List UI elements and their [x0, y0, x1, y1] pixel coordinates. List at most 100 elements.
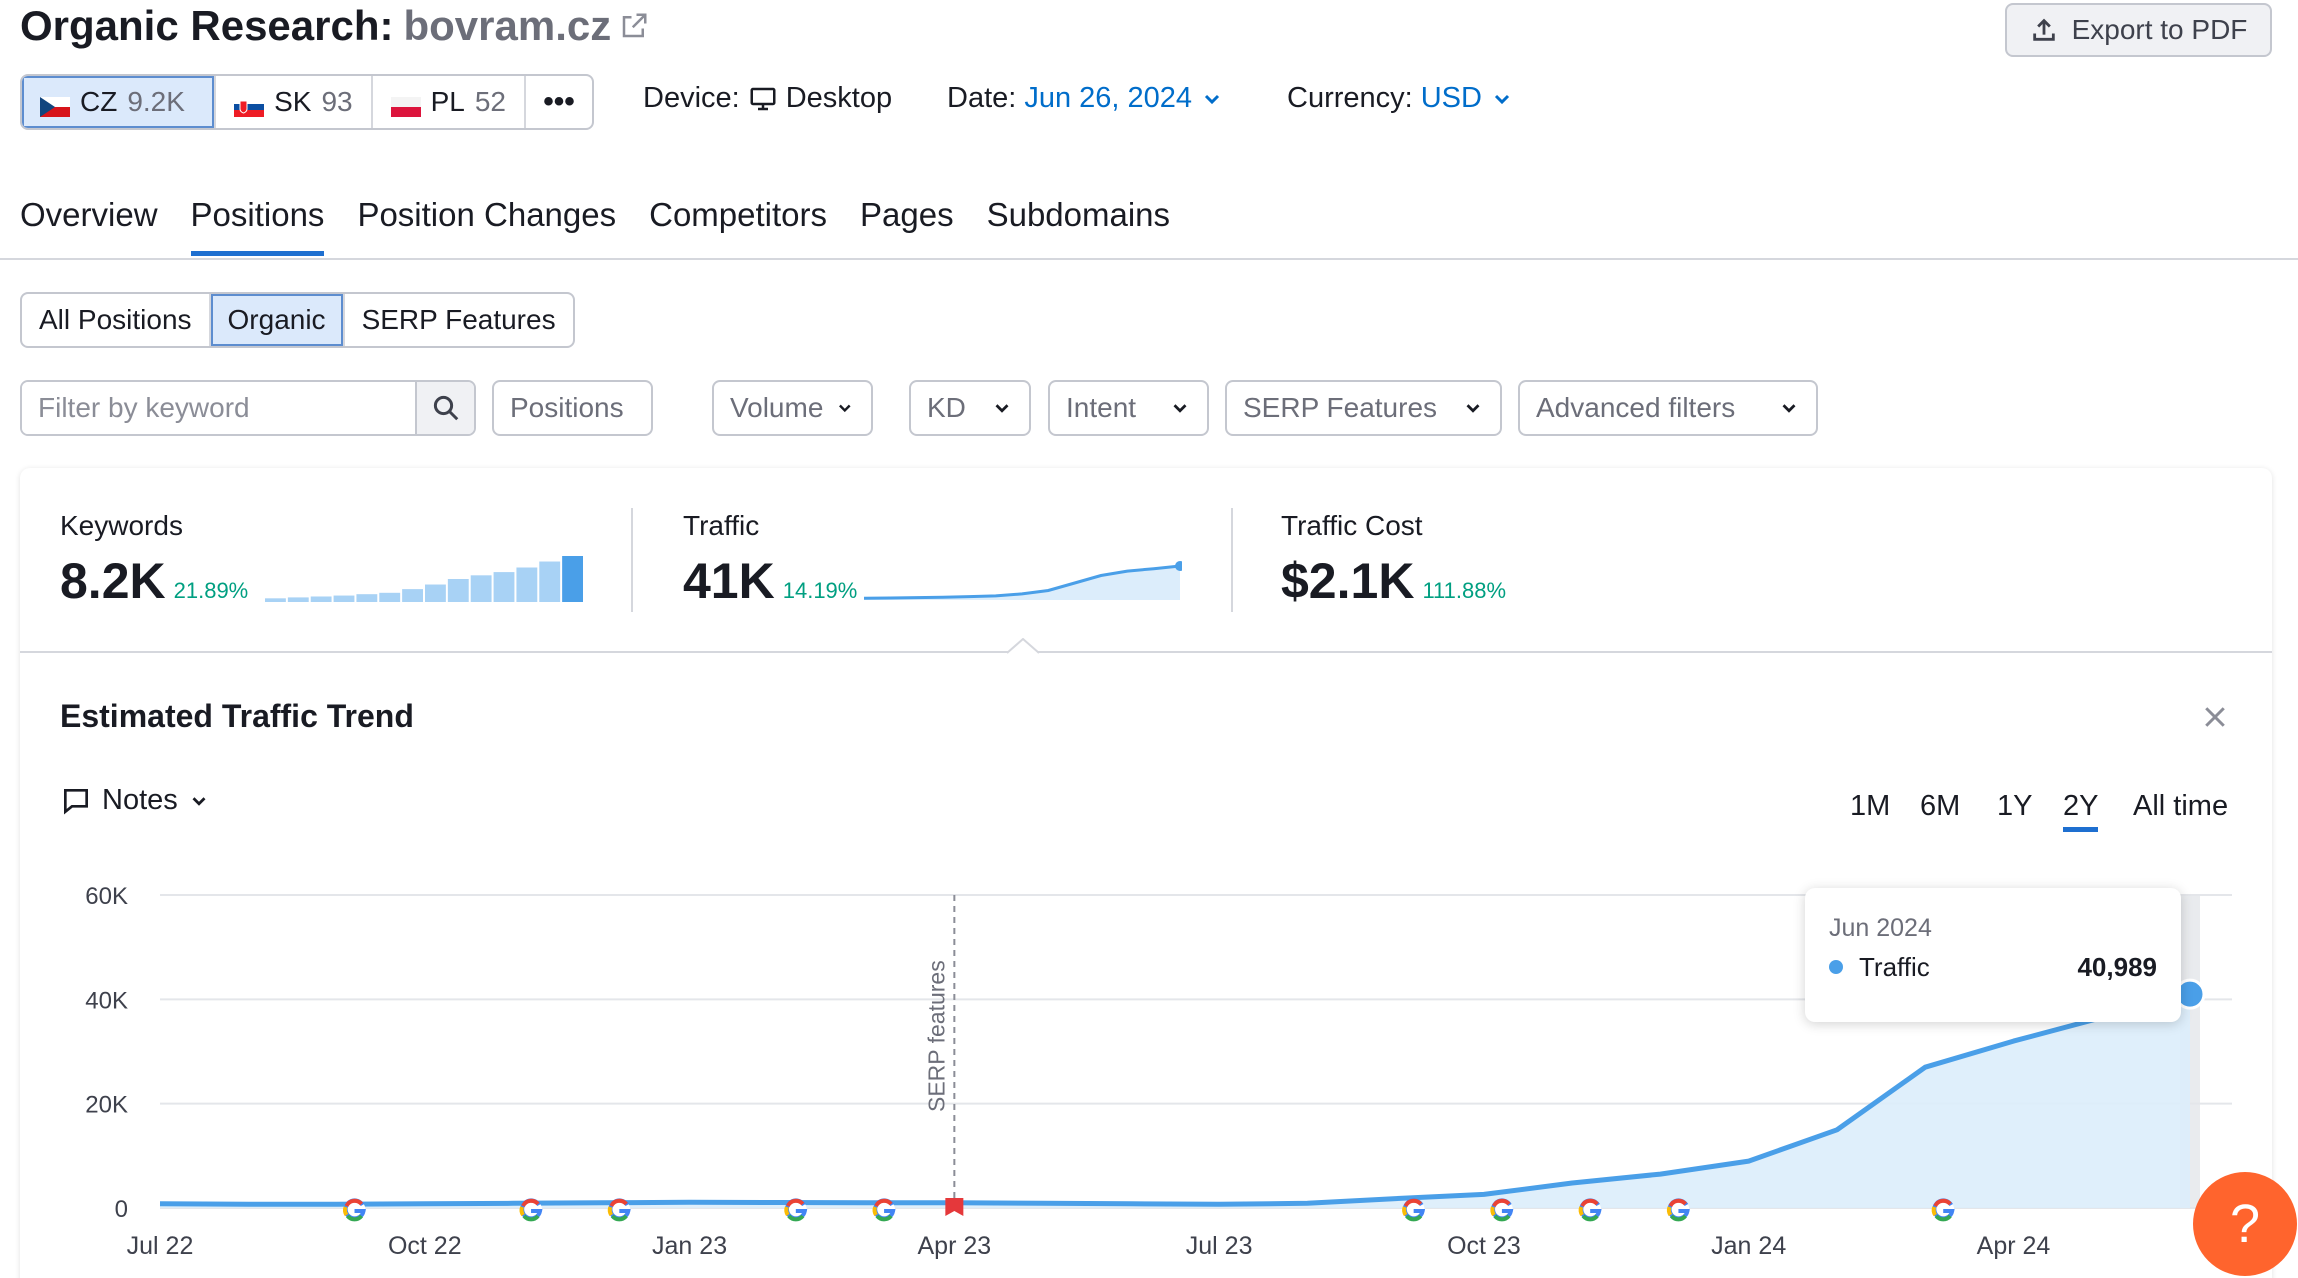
comment-icon	[64, 788, 88, 814]
subtab-serp-features[interactable]: SERP Features	[361, 304, 556, 335]
sparkline-bar	[447, 579, 469, 602]
intent-filter-dropdown[interactable]: Intent	[1048, 380, 1209, 436]
keywords-sparkline	[265, 556, 583, 602]
chevron-down-icon	[839, 404, 851, 413]
serp-features-filter-dropdown[interactable]: SERP Features	[1225, 380, 1502, 436]
x-tick-label: Jul 22	[127, 1232, 194, 1260]
search-button[interactable]	[415, 382, 474, 434]
sparkline-bar	[379, 592, 401, 602]
db-code: SK	[274, 86, 312, 117]
keywords-value: 8.2K	[60, 553, 166, 609]
main-tabs: Overview Positions Position Changes Comp…	[20, 196, 1170, 256]
chevron-down-icon	[1782, 404, 1796, 413]
close-icon[interactable]	[2200, 702, 2230, 732]
desktop-icon	[750, 87, 776, 110]
tooltip-series-dot	[1829, 960, 1843, 974]
range-2y[interactable]: 2Y	[2063, 790, 2099, 832]
tab-overview[interactable]: Overview	[20, 196, 158, 233]
google-update-icon	[343, 1198, 366, 1222]
subtab-all-positions[interactable]: All Positions	[22, 294, 211, 346]
range-all-time[interactable]: All time	[2133, 790, 2229, 822]
device-selector[interactable]: Device: Desktop	[643, 82, 892, 115]
tab-position-changes[interactable]: Position Changes	[357, 196, 617, 233]
advanced-filters-dropdown[interactable]: Advanced filters	[1518, 380, 1818, 436]
tab-competitors[interactable]: Competitors	[649, 196, 827, 233]
subtab-organic[interactable]: Organic	[210, 294, 345, 346]
traffic-cost-metric[interactable]: $2.1K 111.88%	[1281, 552, 1506, 610]
metric-divider	[631, 508, 633, 612]
date-value: Jun 26, 2024	[1024, 82, 1193, 114]
traffic-cost-metric-label: Traffic Cost	[1281, 510, 1423, 541]
keyword-filter-input[interactable]	[22, 382, 415, 434]
range-6m[interactable]: 6M	[1920, 790, 1961, 822]
tooltip-value: 40,989	[2077, 952, 2157, 982]
more-databases-button[interactable]: •••	[543, 85, 575, 118]
slovak-flag-icon	[234, 92, 265, 117]
sparkline-bar	[333, 595, 355, 602]
czech-flag-icon	[40, 92, 70, 117]
traffic-metric-label: Traffic	[683, 510, 760, 541]
polish-flag-icon	[390, 92, 421, 117]
dropdown-label: Intent	[1066, 392, 1137, 423]
dropdown-label: Positions	[510, 392, 624, 423]
notes-label: Notes	[102, 784, 178, 816]
db-count: 52	[474, 86, 506, 117]
x-tick-label: Oct 22	[388, 1232, 462, 1260]
google-update-icon	[1931, 1198, 1955, 1222]
sparkline-bar	[356, 594, 378, 602]
google-update-icon	[1402, 1198, 1426, 1222]
search-icon	[433, 395, 458, 421]
db-tab-pl[interactable]: PL 52	[373, 76, 526, 128]
dropdown-label: Volume	[730, 392, 824, 423]
dropdown-label: KD	[927, 392, 966, 423]
google-update-icon	[1578, 1198, 1602, 1222]
sparkline-bar	[287, 597, 309, 602]
db-tab-sk[interactable]: SK 93	[216, 76, 373, 128]
keywords-metric-label: Keywords	[60, 510, 183, 541]
range-1y[interactable]: 1Y	[1997, 790, 2033, 822]
range-1m[interactable]: 1M	[1850, 790, 1891, 822]
traffic-series-line	[159, 991, 2191, 1207]
google-update-icon	[1490, 1198, 1514, 1222]
volume-filter-dropdown[interactable]: Volume	[712, 380, 873, 436]
metric-divider	[1231, 508, 1233, 612]
sparkline-bar	[562, 556, 583, 602]
help-button[interactable]: ?	[2193, 1172, 2297, 1276]
card-divider	[20, 651, 2272, 653]
x-tick-label: Jul 23	[1186, 1232, 1253, 1260]
currency-selector[interactable]: Currency: USD	[1287, 82, 1514, 115]
sparkline-bar	[265, 598, 286, 602]
kd-filter-dropdown[interactable]: KD	[909, 380, 1031, 436]
external-link-icon[interactable]	[619, 11, 649, 41]
tabs-divider	[0, 258, 2298, 260]
google-update-icon	[872, 1198, 896, 1222]
tab-subdomains[interactable]: Subdomains	[986, 196, 1171, 233]
sparkline-line	[863, 564, 1181, 600]
export-pdf-button[interactable]: Export to PDF	[2005, 3, 2272, 57]
db-count: 93	[321, 86, 353, 117]
chevron-down-icon	[995, 404, 1009, 413]
traffic-change: 14.19%	[782, 578, 858, 603]
tab-positions[interactable]: Positions	[190, 196, 325, 256]
active-metric-pointer-icon	[1006, 638, 1040, 654]
tooltip-series-name: Traffic	[1859, 952, 1930, 982]
db-tab-cz[interactable]: CZ 9.2K	[22, 76, 217, 128]
database-selector: CZ 9.2K SK 93 PL 52 •••	[20, 74, 594, 130]
google-update-icon	[519, 1198, 543, 1222]
google-update-icon	[607, 1198, 631, 1222]
x-tick-label: Apr 23	[918, 1232, 992, 1260]
notes-dropdown[interactable]: Notes	[60, 784, 210, 817]
domain-link[interactable]: bovram.cz	[403, 2, 612, 49]
db-code: PL	[430, 86, 465, 117]
date-selector[interactable]: Date: Jun 26, 2024	[947, 82, 1224, 115]
traffic-metric[interactable]: 41K 14.19%	[683, 552, 857, 610]
keywords-metric[interactable]: 8.2K 21.89%	[60, 552, 248, 610]
positions-filter-dropdown[interactable]: Positions	[492, 380, 653, 436]
page-title-text: Organic Research:	[20, 2, 394, 49]
tab-pages[interactable]: Pages	[860, 196, 954, 233]
chevron-down-icon	[192, 796, 206, 806]
y-tick-label: 0	[115, 1196, 128, 1223]
chevron-down-icon	[1466, 404, 1480, 413]
sparkline-area	[864, 566, 1180, 600]
annotation-flag-icon	[945, 1198, 964, 1216]
